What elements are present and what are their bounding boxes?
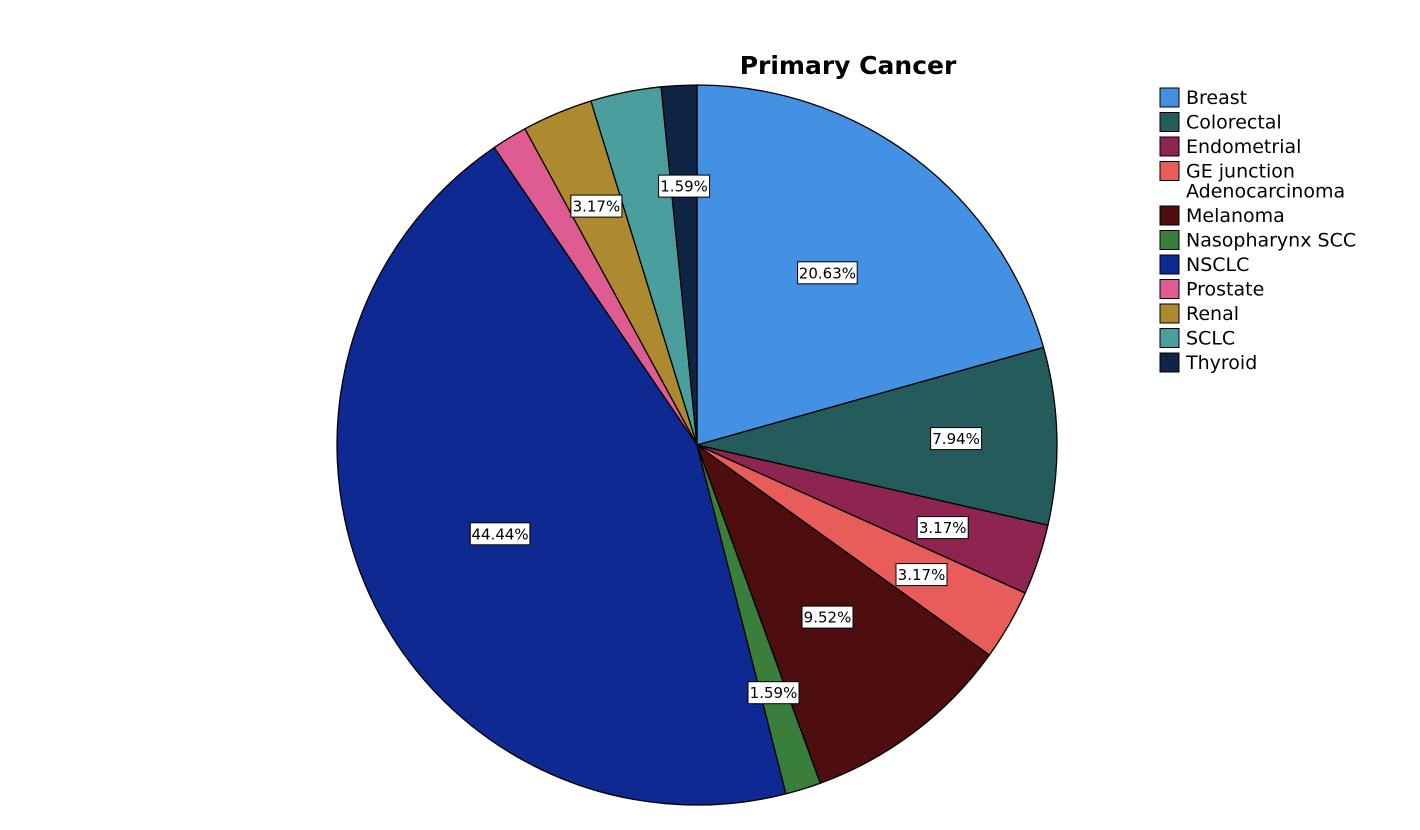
data-label-nsclc: 44.44%	[469, 522, 531, 546]
pie-slice-breast	[696, 84, 1045, 446]
data-label-text: 44.44%	[471, 525, 528, 543]
legend-item-nasopharynx-scc: Nasopharynx SCC	[1159, 230, 1356, 252]
data-label-renal: 3.17%	[570, 194, 623, 218]
legend-item-sclc: SCLC	[1159, 328, 1235, 350]
data-label-text: 9.52%	[804, 609, 852, 627]
legend-swatch	[1159, 254, 1180, 275]
legend-label: Adenocarcinoma	[1186, 181, 1345, 203]
legend-label: Nasopharynx SCC	[1186, 230, 1356, 252]
legend-item-endometrial: Endometrial	[1159, 136, 1301, 158]
data-label-text: 20.63%	[799, 264, 856, 282]
legend-swatch	[1159, 279, 1180, 299]
data-label-nasopharynx-scc: 1.59%	[747, 681, 800, 705]
legend-label: GE junction	[1186, 161, 1295, 183]
data-label-colorectal: 7.94%	[930, 427, 983, 451]
legend-label: Renal	[1186, 303, 1239, 325]
data-label-text: 3.17%	[898, 566, 946, 584]
pie-slices	[336, 84, 1058, 806]
legend-label: Endometrial	[1186, 136, 1301, 158]
data-label-text: 3.17%	[573, 198, 621, 216]
legend-label: Thyroid	[1185, 352, 1257, 374]
data-label-text: 1.59%	[750, 684, 798, 702]
legend-item-prostate: Prostate	[1159, 279, 1264, 301]
legend-label: Prostate	[1186, 279, 1264, 301]
data-label-melanoma: 9.52%	[801, 605, 854, 629]
legend-swatch	[1159, 303, 1180, 324]
pie-slice-colorectal	[696, 346, 1058, 526]
legend-swatch	[1159, 230, 1180, 250]
data-label-box	[916, 516, 969, 540]
legend-label: NSCLC	[1186, 254, 1249, 276]
legend-item-melanoma: Melanoma	[1159, 205, 1285, 227]
data-label-box	[797, 261, 858, 285]
legend-item-renal: Renal	[1159, 303, 1239, 325]
data-label-box	[747, 681, 800, 705]
legend-swatch	[1159, 328, 1180, 348]
data-label-box	[570, 194, 623, 218]
legend-item-breast: Breast	[1159, 87, 1247, 109]
legend-label: Colorectal	[1186, 112, 1282, 134]
legend-swatch	[1159, 352, 1180, 373]
legend-label: SCLC	[1186, 328, 1235, 350]
legend-item-colorectal: Colorectal	[1159, 112, 1282, 134]
data-label-box	[930, 427, 983, 451]
data-label-endometrial: 3.17%	[916, 516, 969, 540]
data-label-text: 1.59%	[660, 178, 708, 196]
data-label-ge-junction-adenocarcinoma: 3.17%	[895, 563, 948, 587]
chart-title: Primary Cancer	[740, 51, 957, 80]
legend-swatch	[1159, 87, 1180, 108]
data-labels: 20.63% 7.94% 3.17% 3.17% 9.52% 1.59% 44.44% 3.1…	[469, 174, 983, 705]
data-label-box	[469, 522, 531, 546]
data-label-box	[658, 174, 711, 198]
legend-label: Breast	[1186, 87, 1247, 109]
data-label-thyroid: 1.59%	[658, 174, 711, 198]
legend-swatch	[1159, 112, 1180, 132]
data-label-box	[895, 563, 948, 587]
data-label-box	[801, 605, 854, 629]
legend-item-thyroid: Thyroid	[1159, 352, 1257, 374]
legend-swatch	[1159, 205, 1180, 226]
legend-label: Melanoma	[1186, 205, 1285, 227]
data-label-breast: 20.63%	[797, 261, 858, 285]
pie-slice-nsclc	[336, 146, 787, 806]
legend-item-nsclc: NSCLC	[1159, 254, 1249, 276]
data-label-text: 7.94%	[932, 430, 980, 448]
data-label-text: 3.17%	[919, 519, 967, 537]
legend-swatch	[1159, 161, 1180, 181]
legend-swatch	[1159, 136, 1180, 157]
